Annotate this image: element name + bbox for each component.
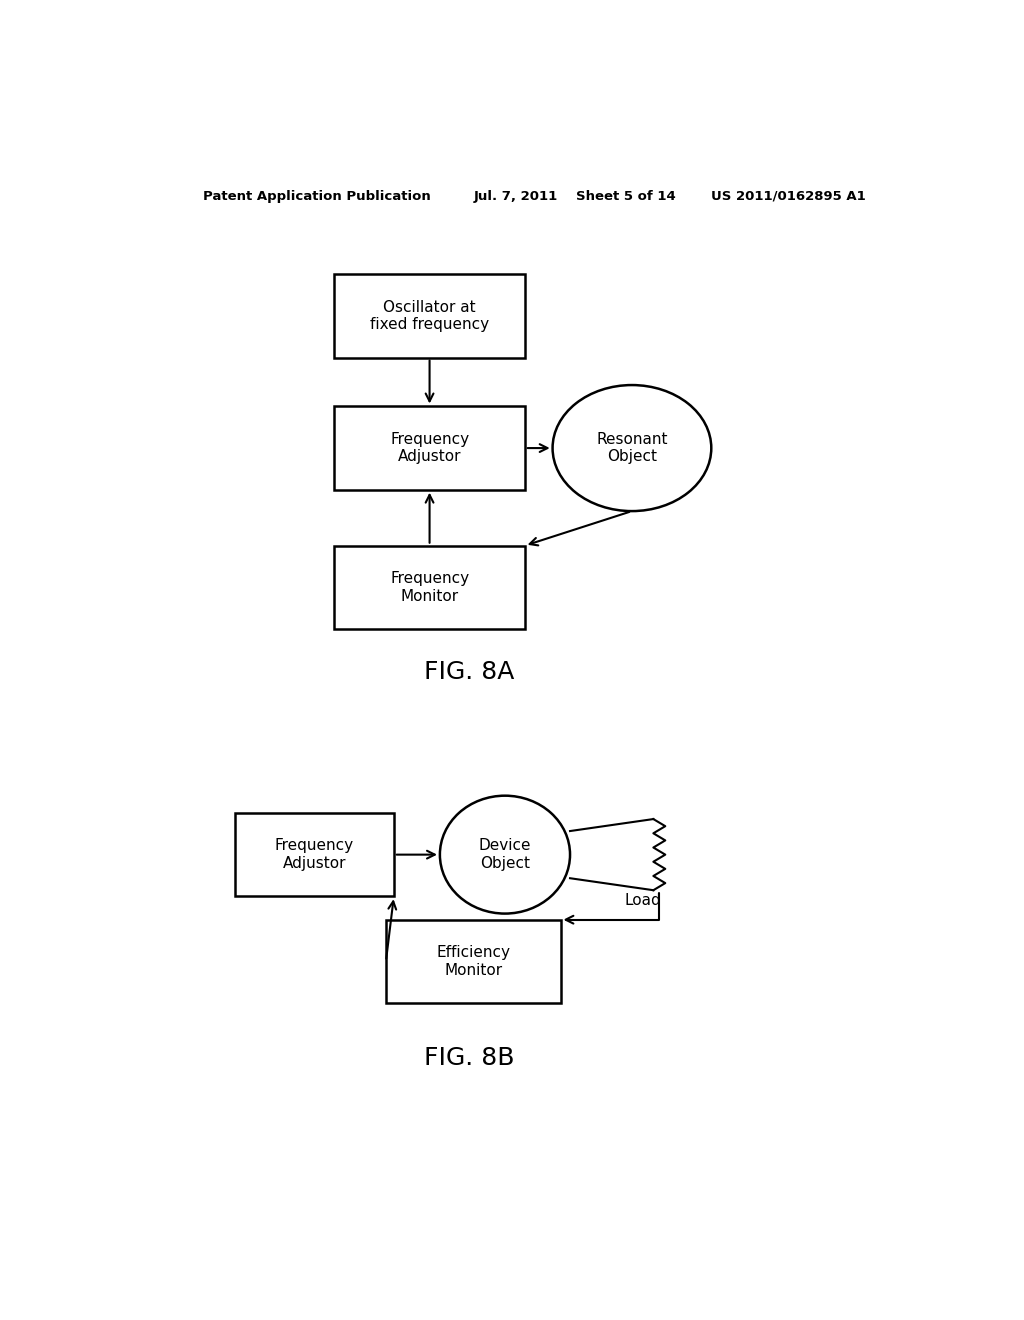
Text: Jul. 7, 2011: Jul. 7, 2011: [473, 190, 557, 202]
Text: Frequency
Adjustor: Frequency Adjustor: [390, 432, 469, 465]
Text: Frequency
Adjustor: Frequency Adjustor: [274, 838, 354, 871]
FancyBboxPatch shape: [386, 920, 560, 1003]
FancyBboxPatch shape: [334, 407, 524, 490]
Text: Load: Load: [624, 892, 660, 908]
Text: Oscillator at
fixed frequency: Oscillator at fixed frequency: [370, 300, 489, 333]
FancyBboxPatch shape: [334, 545, 524, 630]
Ellipse shape: [553, 385, 712, 511]
Text: Frequency
Monitor: Frequency Monitor: [390, 572, 469, 603]
Text: Patent Application Publication: Patent Application Publication: [204, 190, 431, 202]
FancyBboxPatch shape: [236, 813, 394, 896]
Text: Sheet 5 of 14: Sheet 5 of 14: [577, 190, 676, 202]
Text: FIG. 8B: FIG. 8B: [424, 1045, 514, 1071]
FancyBboxPatch shape: [334, 275, 524, 358]
Text: Device
Object: Device Object: [478, 838, 531, 871]
Text: US 2011/0162895 A1: US 2011/0162895 A1: [712, 190, 866, 202]
Ellipse shape: [440, 796, 570, 913]
Text: Resonant
Object: Resonant Object: [596, 432, 668, 465]
Text: Efficiency
Monitor: Efficiency Monitor: [436, 945, 510, 978]
Text: FIG. 8A: FIG. 8A: [424, 660, 514, 684]
